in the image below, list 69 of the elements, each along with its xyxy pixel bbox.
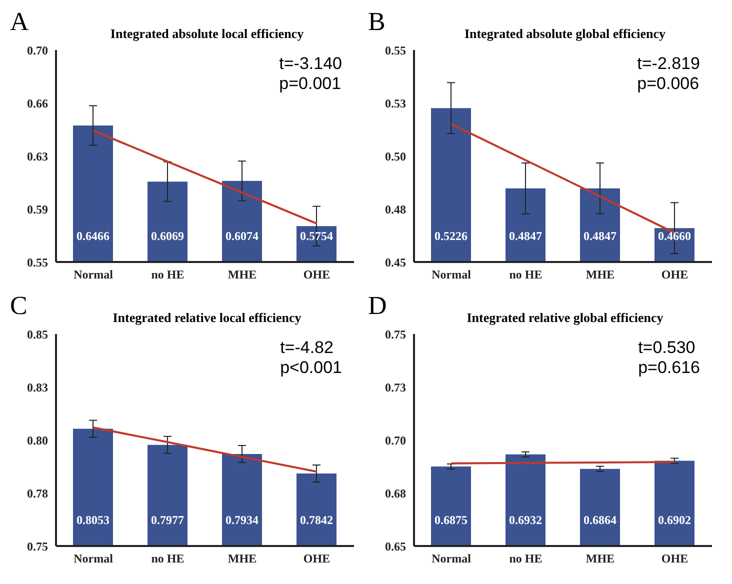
x-tick-label: MHE [228, 552, 257, 566]
data-label: 0.6074 [226, 229, 258, 243]
y-tick-label: 0.73 [385, 380, 406, 394]
data-label: 0.4847 [584, 229, 616, 243]
data-label: 0.7977 [151, 513, 184, 527]
x-tick-label: Normal [432, 268, 472, 282]
x-tick-label: OHE [661, 268, 688, 282]
text: D [368, 291, 387, 320]
data-label: 0.7934 [226, 513, 258, 527]
text: A [10, 7, 29, 36]
data-label: 0.6466 [76, 229, 110, 243]
y-tick-label: 0.59 [27, 202, 48, 216]
x-tick-label: no HE [151, 268, 184, 282]
x-tick-label: OHE [303, 552, 330, 566]
x-tick-label: OHE [303, 268, 330, 282]
y-tick-label: 0.48 [385, 202, 406, 216]
data-label: 0.6932 [509, 513, 542, 527]
y-tick-label: 0.75 [27, 539, 48, 554]
y-tick-label: 0.70 [385, 433, 406, 448]
annotation: p=0.616 [638, 358, 700, 378]
data-label: 0.7842 [300, 513, 333, 527]
y-tick-label: 0.68 [385, 486, 406, 500]
x-tick-label: MHE [586, 268, 615, 282]
y-tick-label: 0.53 [385, 96, 406, 110]
data-label: 0.5226 [434, 229, 468, 243]
data-label: 0.6864 [584, 513, 616, 527]
data-label: 0.6902 [658, 513, 691, 527]
y-tick-label: 0.66 [27, 96, 48, 110]
x-tick-label: Normal [74, 268, 114, 282]
x-tick-label: Normal [74, 552, 114, 566]
y-tick-label: 0.78 [27, 486, 48, 500]
data-label: 0.6875 [434, 513, 468, 527]
chart-title: Integrated relative local efficiency [112, 310, 302, 325]
x-tick-label: no HE [509, 552, 542, 566]
annotation: p=0.001 [279, 74, 342, 94]
y-tick-label: 0.55 [385, 43, 406, 58]
y-tick-label: 0.83 [27, 380, 48, 394]
x-tick-label: MHE [228, 268, 257, 282]
x-tick-label: OHE [661, 552, 688, 566]
annotation: p=0.006 [637, 74, 700, 94]
data-label: 0.8053 [76, 513, 110, 527]
y-tick-label: 0.80 [27, 433, 48, 448]
annotation: p<0.001 [280, 358, 342, 378]
x-tick-label: no HE [509, 268, 542, 282]
line-series [92, 130, 318, 225]
chart-title: Integrated absolute global efficiency [464, 26, 666, 41]
y-tick-label: 0.65 [385, 539, 406, 554]
x-tick-label: Normal [432, 552, 472, 566]
y-tick-label: 0.45 [385, 255, 406, 270]
y-tick-label: 0.50 [385, 149, 406, 164]
annotation: t=-4.82 [280, 338, 334, 358]
y-tick-label: 0.63 [27, 149, 48, 164]
y-tick-label: 0.75 [385, 327, 406, 342]
y-tick-label: 0.70 [27, 43, 48, 58]
data-label: 0.6069 [151, 229, 184, 243]
y-tick-label: 0.55 [27, 255, 48, 270]
x-tick-label: no HE [151, 552, 184, 566]
line-series [450, 122, 676, 234]
chart-title: Integrated relative global efficiency [466, 310, 664, 325]
text: C [10, 291, 28, 320]
annotation: t=-3.140 [279, 54, 342, 74]
text: B [368, 7, 386, 36]
chart-title: Integrated absolute local efficiency [110, 26, 304, 41]
data-label: 0.4847 [509, 229, 542, 243]
annotation: t=0.530 [638, 338, 696, 358]
annotation: t=-2.819 [637, 54, 700, 74]
y-tick-label: 0.85 [27, 327, 48, 342]
x-tick-label: MHE [586, 552, 615, 566]
line-series [92, 426, 318, 473]
